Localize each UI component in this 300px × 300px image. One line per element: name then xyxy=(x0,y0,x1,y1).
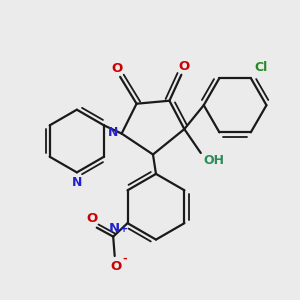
Text: O: O xyxy=(178,60,189,73)
Text: Cl: Cl xyxy=(254,61,268,74)
Text: OH: OH xyxy=(203,154,224,167)
Text: N: N xyxy=(108,126,118,139)
Text: O: O xyxy=(87,212,98,225)
Text: N: N xyxy=(72,176,82,189)
Text: +: + xyxy=(120,224,128,234)
Text: O: O xyxy=(112,62,123,75)
Text: N: N xyxy=(109,222,120,235)
Text: -: - xyxy=(123,254,128,263)
Text: O: O xyxy=(111,260,122,273)
